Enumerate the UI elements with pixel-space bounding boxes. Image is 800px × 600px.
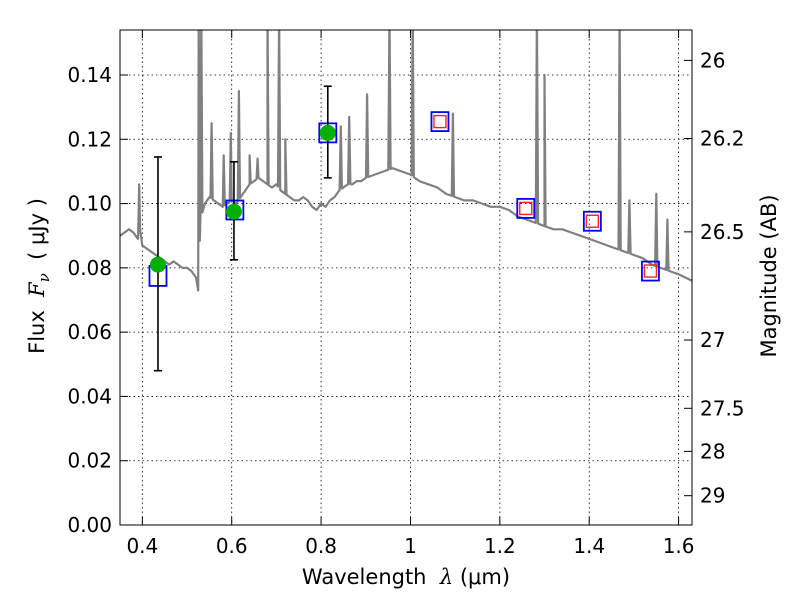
y-axis-label-text: Flux xyxy=(25,297,49,354)
x-axis-label-unit: (μm) xyxy=(453,565,510,589)
y-tick-label: 0.14 xyxy=(67,63,112,87)
x-tick-label: 1.6 xyxy=(663,534,695,558)
predicted-flux-marker xyxy=(433,114,447,129)
y-axis-label: Flux Fν ( μJy ) xyxy=(25,198,53,354)
observed-flux-point xyxy=(319,124,336,141)
x-axis-label-symbol: λ xyxy=(439,565,453,589)
observed-flux-point xyxy=(225,203,242,220)
observed-flux-point xyxy=(149,256,166,273)
magnitude-axis-label: Magnitude (AB) xyxy=(757,194,781,357)
predicted-flux-marker xyxy=(519,201,533,216)
y-tick-label: 0.02 xyxy=(67,449,112,473)
predicted-flux-marker xyxy=(643,264,658,278)
plot-area xyxy=(120,30,692,372)
x-tick-label: 1.4 xyxy=(573,534,605,558)
y-tick-label: 0.08 xyxy=(67,256,112,280)
y-axis-label-unit: ( μJy ) xyxy=(25,198,49,273)
magnitude-tick-label: 27.5 xyxy=(700,396,745,420)
model-spectrum-line xyxy=(120,30,692,292)
magnitude-tick-label: 26 xyxy=(700,48,725,72)
model-band-flux-marker xyxy=(582,210,602,232)
model-band-flux-marker xyxy=(516,197,536,219)
magnitude-tick-label: 28 xyxy=(700,439,725,463)
y-axis-label-subscript: ν xyxy=(35,273,53,282)
plot-frame xyxy=(119,29,693,526)
y-tick-label: 0.00 xyxy=(67,513,112,537)
x-tick-label: 1 xyxy=(404,534,417,558)
y-tick-label: 0.12 xyxy=(67,127,112,151)
x-tick-label: 1.2 xyxy=(484,534,516,558)
y-axis-label-symbol: F xyxy=(25,281,49,298)
x-axis-label: Wavelength λ (μm) xyxy=(302,565,510,589)
y-tick-label: 0.10 xyxy=(67,192,112,216)
predicted-flux-marker xyxy=(585,214,600,228)
x-tick-label: 0.4 xyxy=(126,534,158,558)
magnitude-tick-label: 27 xyxy=(700,328,725,352)
y-tick-label: 0.04 xyxy=(67,384,112,408)
model-band-flux-marker xyxy=(641,260,660,282)
magnitude-tick-label: 29 xyxy=(700,484,725,508)
magnitude-tick-label: 26.2 xyxy=(700,127,745,151)
axis-ticks: 0.4 0.6 0.8 1 1.2 1.4 1.6 0.00 0.02 0.04 0.06 0.08 0… xyxy=(67,30,745,558)
model-band-flux-marker xyxy=(430,111,450,133)
y-tick-label: 0.06 xyxy=(67,320,112,344)
x-axis-label-text: Wavelength xyxy=(302,565,440,589)
grid xyxy=(120,30,692,526)
x-tick-label: 0.6 xyxy=(216,534,248,558)
x-tick-label: 0.8 xyxy=(305,534,337,558)
magnitude-tick-label: 26.5 xyxy=(700,220,745,244)
